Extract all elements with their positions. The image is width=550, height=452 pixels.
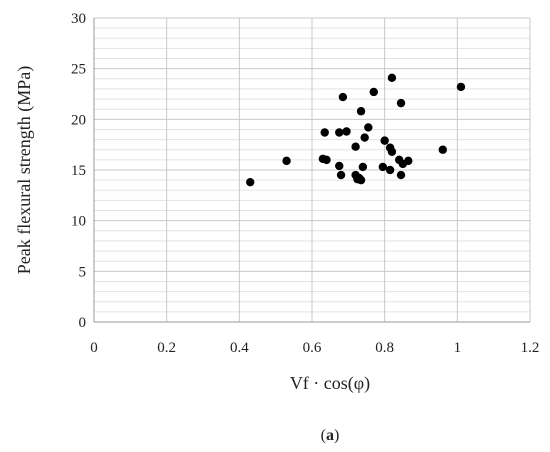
data-point bbox=[364, 123, 373, 132]
y-tick-label: 10 bbox=[71, 214, 86, 230]
y-tick-label: 15 bbox=[71, 163, 86, 179]
x-tick-label: 1 bbox=[454, 340, 462, 356]
figure-caption: (a) bbox=[321, 427, 340, 444]
data-point bbox=[360, 133, 369, 142]
y-tick-label: 0 bbox=[79, 315, 87, 331]
x-axis-title: Vf · cos(φ) bbox=[290, 373, 370, 394]
data-point bbox=[378, 162, 388, 172]
data-point bbox=[320, 128, 329, 137]
y-tick-label: 30 bbox=[71, 11, 86, 27]
data-point bbox=[351, 142, 360, 151]
y-tick-labels: 0 5 10 15 20 25 30 bbox=[71, 11, 86, 331]
data-point bbox=[385, 165, 395, 175]
data-point bbox=[387, 73, 397, 82]
caption-label: a bbox=[326, 427, 334, 444]
data-point bbox=[342, 127, 351, 136]
data-point bbox=[338, 92, 348, 102]
data-point bbox=[335, 161, 344, 171]
data-point bbox=[396, 98, 406, 108]
data-point bbox=[356, 175, 366, 185]
data-point bbox=[358, 162, 368, 172]
data-point bbox=[336, 170, 346, 180]
data-point bbox=[335, 128, 344, 137]
data-point bbox=[438, 145, 447, 154]
data-point bbox=[456, 82, 466, 92]
y-tick-label: 5 bbox=[79, 264, 87, 280]
x-tick-label: 1.2 bbox=[521, 340, 540, 356]
data-point bbox=[322, 155, 331, 165]
data-point bbox=[380, 136, 389, 145]
major-grid bbox=[93, 17, 531, 323]
x-tick-label: 0.2 bbox=[157, 340, 176, 356]
data-point bbox=[369, 87, 378, 97]
data-point bbox=[351, 170, 360, 180]
y-axis-title: Peak flexural strength (MPa) bbox=[14, 66, 35, 274]
data-point bbox=[387, 147, 397, 156]
data-point bbox=[404, 156, 413, 166]
x-tick-label: 0.6 bbox=[303, 340, 322, 356]
x-tick-label: 0.4 bbox=[230, 340, 249, 356]
data-point bbox=[246, 177, 255, 187]
data-points bbox=[246, 73, 466, 187]
data-point bbox=[396, 170, 406, 180]
x-tick-label: 0.8 bbox=[375, 340, 394, 356]
y-tick-label: 20 bbox=[71, 112, 86, 128]
data-point bbox=[356, 107, 366, 116]
data-point bbox=[282, 156, 291, 166]
x-tick-labels: 0 0.2 0.4 0.6 0.8 1 1.2 bbox=[90, 340, 539, 356]
x-tick-label: 0 bbox=[90, 340, 98, 356]
y-tick-label: 25 bbox=[71, 62, 86, 78]
